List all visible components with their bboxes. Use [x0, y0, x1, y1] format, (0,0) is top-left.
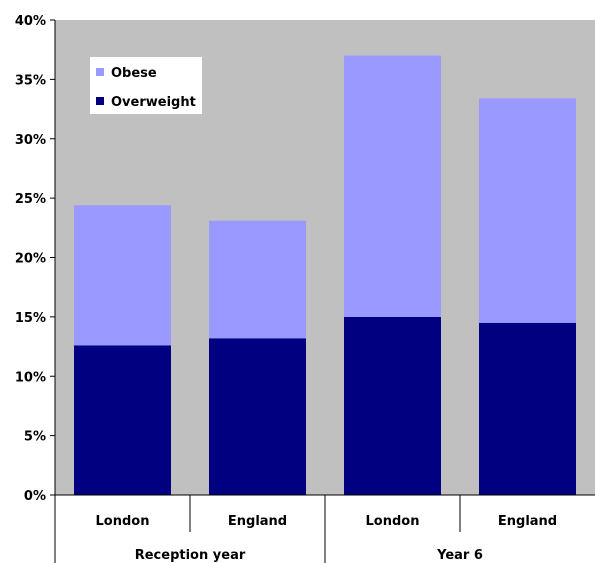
y-tick-label: 25% [15, 192, 46, 207]
legend-label-obese: Obese [111, 66, 157, 81]
legend-label-overweight: Overweight [111, 95, 196, 110]
bar-obese-3 [344, 55, 441, 317]
y-tick-label: 40% [15, 14, 46, 29]
x-category-label: England [228, 514, 287, 529]
bars-layer [74, 55, 576, 496]
y-tick-layer: 0% 5% 10% 15% 20% 25% 30% 35% 40% [15, 14, 55, 504]
legend-swatch-overweight [96, 97, 104, 105]
legend: Obese Overweight [90, 57, 202, 114]
bar-obese-4 [479, 98, 576, 323]
y-tick-label: 15% [15, 311, 46, 326]
legend-swatch-obese [96, 68, 104, 76]
x-group-label: Reception year [135, 548, 246, 563]
y-tick-label: 5% [24, 430, 46, 445]
bar-overweight-2 [209, 338, 306, 496]
x-category-label: London [96, 514, 150, 529]
x-group-label: Year 6 [436, 548, 483, 563]
bar-obese-2 [209, 220, 306, 339]
legend-box [90, 57, 202, 114]
y-tick-label: 20% [15, 252, 46, 267]
bar-overweight-3 [344, 316, 441, 495]
category-layer: London England London England Reception year… [54, 495, 557, 563]
y-tick-label: 10% [15, 370, 46, 385]
y-tick-label: 30% [15, 133, 46, 148]
x-category-label: England [498, 514, 557, 529]
bar-obese-1 [74, 205, 171, 346]
y-tick-label: 35% [15, 73, 46, 88]
bar-overweight-1 [74, 345, 171, 495]
y-tick-label: 0% [24, 489, 46, 504]
bar-overweight-4 [479, 322, 576, 495]
x-category-label: London [366, 514, 420, 529]
